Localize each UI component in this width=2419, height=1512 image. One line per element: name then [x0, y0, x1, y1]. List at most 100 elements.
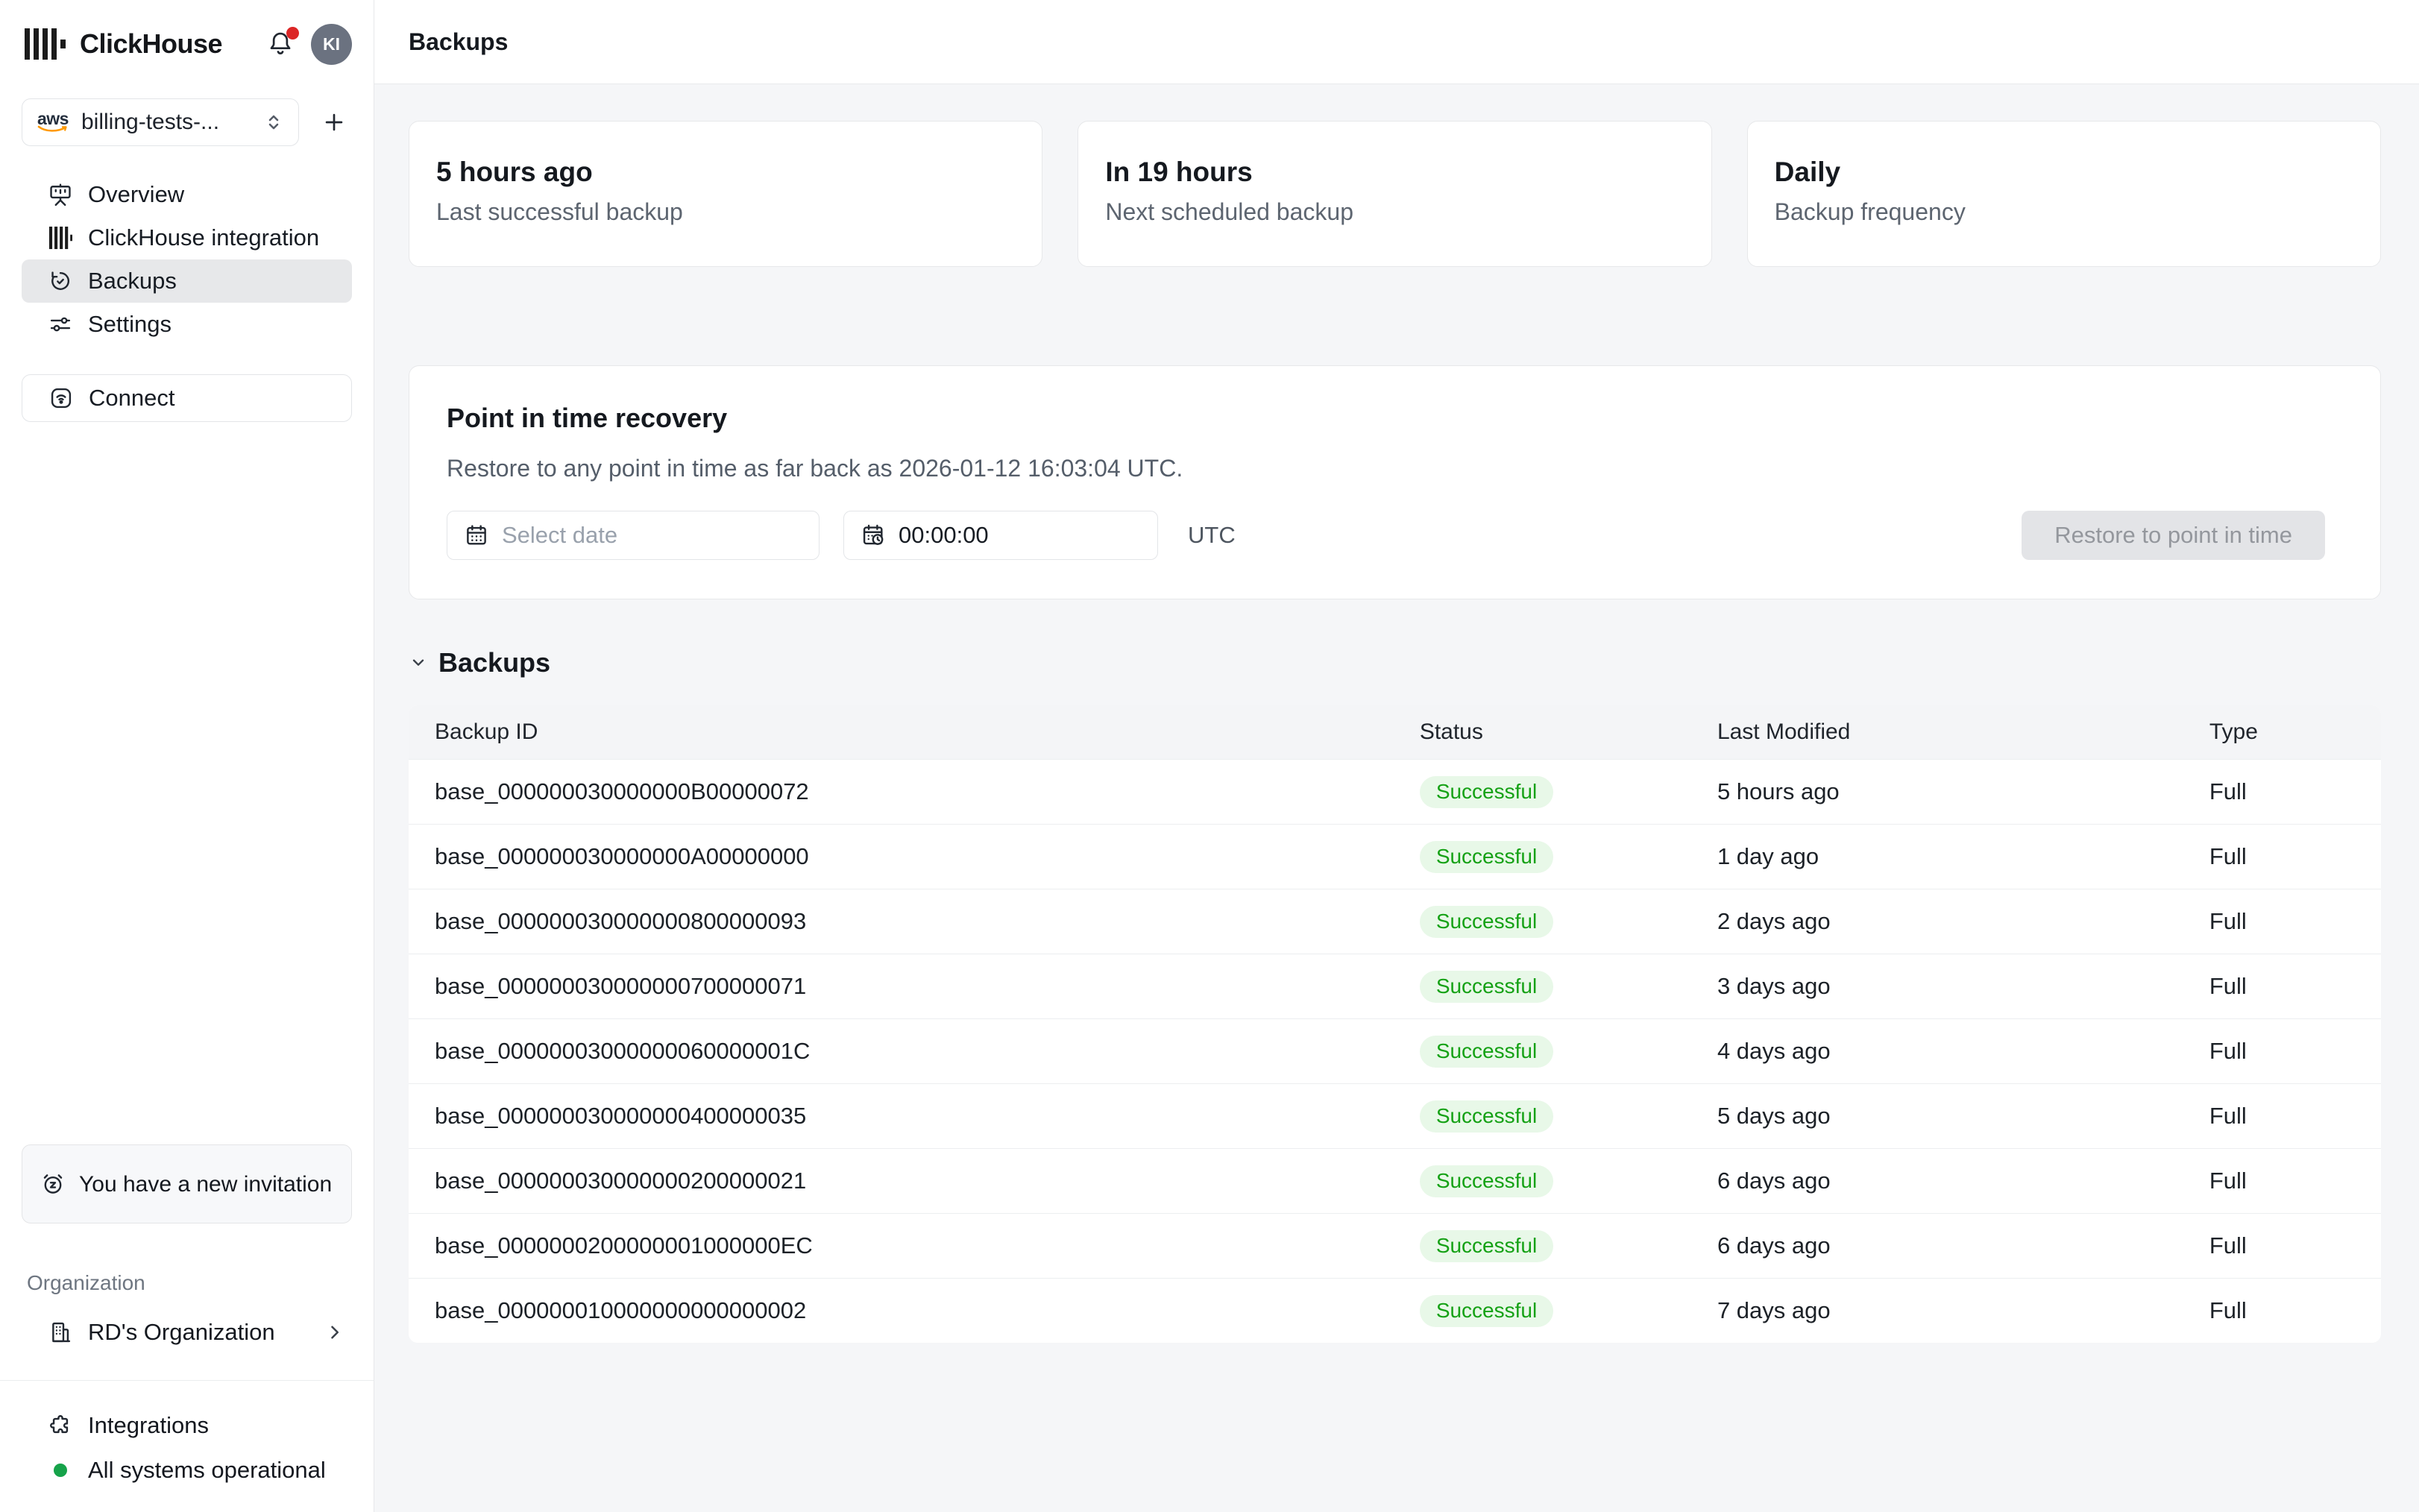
- status-badge: Successful: [1419, 905, 1554, 938]
- status-badge: Successful: [1419, 970, 1554, 1003]
- status-cell: Successful: [1419, 775, 1717, 808]
- system-status[interactable]: All systems operational: [22, 1448, 352, 1493]
- table-row: base_000000030000000A00000000 Successful…: [409, 824, 2381, 889]
- backups-restore-icon: [48, 268, 73, 294]
- sidebar-item-settings[interactable]: Settings: [22, 303, 352, 346]
- sidebar-item-label: Backups: [88, 268, 177, 294]
- type-cell: Full: [2209, 778, 2247, 804]
- last-modified-cell: 1 day ago: [1717, 843, 1819, 869]
- app-title: ClickHouse: [80, 28, 223, 59]
- integrations-label: Integrations: [88, 1412, 209, 1438]
- status-badge: Successful: [1419, 840, 1554, 873]
- invitation-banner[interactable]: You have a new invitation: [22, 1144, 352, 1223]
- status-badge: Successful: [1419, 1294, 1554, 1327]
- summary-card-frequency: Daily Backup frequency: [1746, 121, 2381, 267]
- status-ok-dot: [48, 1464, 73, 1477]
- puzzle-icon: [48, 1413, 73, 1438]
- calendar-icon: [467, 525, 486, 545]
- sidebar-item-backups[interactable]: Backups: [22, 259, 352, 303]
- table-row: base_0000000200000001000000EC Successful…: [409, 1213, 2381, 1278]
- clickhouse-bars-icon: [48, 226, 73, 250]
- sidebar: ClickHouse KI aws bill: [0, 0, 374, 1512]
- card-title: Daily: [1774, 157, 1841, 187]
- card-subtitle: Backup frequency: [1774, 198, 1966, 225]
- card-subtitle: Next scheduled backup: [1105, 198, 1353, 225]
- notifications-button[interactable]: [266, 27, 299, 58]
- aws-logo-icon: aws: [36, 110, 70, 135]
- connect-label: Connect: [89, 385, 175, 411]
- page-title: Backups: [409, 28, 509, 55]
- invitation-text: You have a new invitation: [79, 1171, 333, 1197]
- type-cell: Full: [2209, 908, 2247, 934]
- backup-id-cell: base_0000000200000001000000EC: [435, 1232, 813, 1259]
- last-modified-cell: 5 days ago: [1717, 1103, 1831, 1129]
- time-picker-value: 00:00:00: [899, 522, 989, 548]
- backup-id-cell: base_000000030000000800000093: [435, 908, 807, 934]
- page-content: 5 hours ago Last successful backup In 19…: [374, 84, 2419, 1512]
- backups-section-title: Backups: [438, 647, 551, 678]
- bell-icon: [270, 32, 291, 54]
- status-badge: Successful: [1419, 1035, 1554, 1068]
- settings-sliders-icon: [48, 312, 73, 337]
- type-cell: Full: [2209, 1232, 2247, 1259]
- table-row: base_000000030000000700000071 Successful…: [409, 954, 2381, 1018]
- last-modified-cell: 6 days ago: [1717, 1232, 1831, 1259]
- backup-id-cell: base_000000030000000A00000000: [435, 843, 809, 869]
- chevron-right-icon: [324, 1321, 346, 1344]
- backup-id-cell: base_000000030000000B00000072: [435, 778, 809, 804]
- sidebar-item-connect[interactable]: Connect: [22, 374, 352, 422]
- service-selector[interactable]: aws billing-tests-...: [22, 98, 299, 146]
- backups-table-body: base_000000030000000B00000072 Successful…: [409, 759, 2381, 1343]
- clickhouse-logo-icon: [25, 28, 66, 60]
- type-cell: Full: [2209, 973, 2247, 999]
- backup-id-cell: base_000000010000000000000002: [435, 1297, 807, 1323]
- add-service-button[interactable]: [316, 104, 352, 140]
- date-picker-input[interactable]: Select date: [447, 511, 820, 560]
- status-badge: Successful: [1419, 1100, 1554, 1133]
- pitr-title: Point in time recovery: [447, 403, 728, 433]
- avatar[interactable]: KI: [311, 23, 352, 65]
- table-row: base_000000030000000B00000072 Successful…: [409, 759, 2381, 824]
- status-badge: Successful: [1419, 1165, 1554, 1197]
- backup-id-cell: base_00000003000000060000001C: [435, 1038, 811, 1064]
- overview-icon: [48, 182, 73, 207]
- notification-dot: [286, 27, 299, 40]
- sidebar-footer: Integrations All systems operational: [22, 1403, 352, 1493]
- service-selector-label: billing-tests-...: [81, 110, 220, 134]
- last-modified-cell: 5 hours ago: [1717, 778, 1840, 804]
- pitr-controls: Select date 00:00:00: [447, 511, 2343, 560]
- last-modified-cell: 2 days ago: [1717, 908, 1831, 934]
- snooze-alarm-icon: [40, 1171, 66, 1197]
- table-row: base_000000030000000200000021 Successful…: [409, 1148, 2381, 1213]
- collapse-chevron-icon[interactable]: [409, 653, 428, 672]
- sidebar-item-label: ClickHouse integration: [88, 224, 320, 251]
- time-picker-input[interactable]: 00:00:00: [843, 511, 1158, 560]
- sidebar-item-label: Overview: [88, 181, 185, 207]
- last-modified-cell: 7 days ago: [1717, 1297, 1831, 1323]
- type-cell: Full: [2209, 1103, 2247, 1129]
- column-header-status: Status: [1419, 719, 1483, 744]
- plus-icon: [325, 113, 343, 131]
- organization-selector[interactable]: RD's Organization: [22, 1311, 352, 1353]
- type-cell: Full: [2209, 1168, 2247, 1194]
- connect-icon: [48, 385, 74, 411]
- service-row: aws billing-tests-...: [22, 98, 352, 146]
- table-row: base_000000030000000400000035 Successful…: [409, 1083, 2381, 1148]
- sidebar-item-overview[interactable]: Overview: [22, 173, 352, 216]
- status-badge: Successful: [1419, 775, 1554, 808]
- restore-button[interactable]: Restore to point in time: [2022, 511, 2325, 560]
- table-row: base_00000003000000060000001C Successful…: [409, 1018, 2381, 1083]
- sidebar-item-label: Settings: [88, 311, 172, 337]
- pitr-panel: Point in time recovery Restore to any po…: [409, 365, 2381, 599]
- status-cell: Successful: [1419, 970, 1717, 1003]
- last-modified-cell: 6 days ago: [1717, 1168, 1831, 1194]
- organization-name: RD's Organization: [88, 1319, 275, 1345]
- backup-id-cell: base_000000030000000200000021: [435, 1168, 807, 1194]
- sidebar-item-clickhouse-integration[interactable]: ClickHouse integration: [22, 216, 352, 259]
- status-cell: Successful: [1419, 905, 1717, 938]
- status-cell: Successful: [1419, 1035, 1717, 1068]
- sidebar-item-integrations[interactable]: Integrations: [22, 1403, 352, 1448]
- table-row: base_000000010000000000000002 Successful…: [409, 1278, 2381, 1343]
- building-icon: [48, 1320, 73, 1345]
